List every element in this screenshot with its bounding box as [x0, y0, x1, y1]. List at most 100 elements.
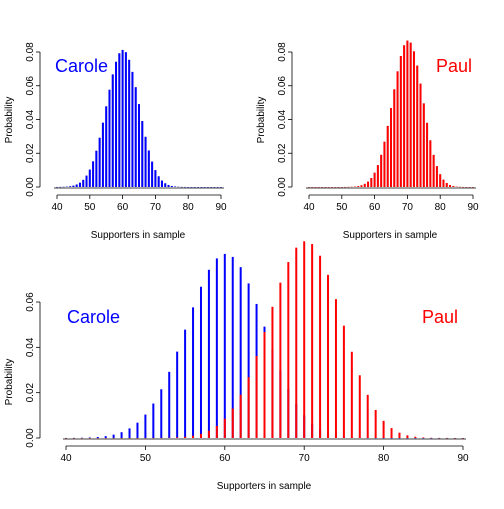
probability-bar — [176, 352, 178, 438]
probability-bar — [442, 180, 444, 187]
probability-bar — [224, 419, 226, 438]
probability-bar — [118, 53, 120, 187]
combined-bars — [65, 241, 464, 438]
probability-bar — [452, 186, 454, 187]
probability-bar — [240, 395, 242, 438]
probability-bar — [105, 436, 107, 438]
probability-bar — [160, 389, 162, 438]
x-tick-label: 60 — [117, 202, 129, 213]
probability-bar — [144, 415, 146, 438]
probability-bar — [303, 241, 305, 438]
x-tick-label: 40 — [303, 202, 315, 213]
y-tick-label: 0.04 — [25, 109, 36, 129]
probability-bar — [387, 126, 389, 187]
probability-bar — [164, 183, 166, 187]
probability-bar — [154, 170, 156, 187]
probability-bar — [422, 437, 424, 438]
probability-bar — [436, 166, 438, 187]
probability-bar — [224, 254, 226, 438]
probability-bar — [108, 90, 110, 187]
x-tick-label: 70 — [402, 202, 414, 213]
probability-bar — [122, 50, 124, 187]
x-tick-label: 40 — [60, 453, 72, 464]
combined-label-carole: Carole — [67, 307, 120, 327]
probability-bar — [184, 330, 186, 438]
probability-bar — [97, 437, 99, 438]
probability-bar — [89, 170, 91, 187]
probability-bar — [256, 356, 258, 438]
probability-bar — [335, 299, 337, 438]
probability-bar — [69, 186, 71, 187]
probability-bar — [439, 174, 441, 187]
probability-bar — [216, 426, 218, 438]
probability-bar — [208, 270, 210, 438]
probability-bar — [375, 410, 377, 438]
probability-bar — [174, 186, 176, 187]
probability-bar — [343, 326, 345, 438]
probability-bar — [406, 435, 408, 438]
probability-bar — [413, 51, 415, 187]
probability-bar — [383, 421, 385, 438]
y-tick-label: 0.00 — [25, 428, 36, 448]
x-tick-label: 80 — [378, 453, 390, 464]
y-tick-label: 0.02 — [25, 143, 36, 163]
probability-bar — [158, 176, 160, 187]
probability-bar — [151, 162, 153, 187]
y-tick-label: 0.02 — [277, 143, 288, 163]
probability-bar — [129, 428, 131, 438]
y-tick-label: 0.06 — [277, 76, 288, 96]
probability-bar — [192, 307, 194, 438]
probability-bar — [319, 256, 321, 438]
probability-bar — [416, 66, 418, 187]
probability-bar — [420, 84, 422, 187]
x-tick-label: 50 — [140, 453, 152, 464]
probability-bar — [168, 185, 170, 187]
probability-bar — [176, 437, 178, 438]
x-tick-label: 50 — [84, 202, 96, 213]
probability-bar — [398, 433, 400, 438]
x-tick-label: 60 — [369, 202, 381, 213]
y-tick-label: 0.04 — [277, 109, 288, 129]
probability-bar — [148, 150, 150, 187]
probability-bar — [400, 56, 402, 187]
probability-bar — [131, 72, 133, 187]
probability-bar — [410, 43, 412, 187]
probability-bar — [136, 423, 138, 438]
probability-bar — [168, 372, 170, 438]
probability-bar — [171, 186, 173, 187]
x-tick-label: 90 — [457, 453, 469, 464]
probability-bar — [113, 435, 115, 438]
paul-xlabel: Supporters in sample — [343, 230, 438, 241]
probability-bar — [192, 436, 194, 438]
probability-bar — [287, 262, 289, 438]
probability-bar — [414, 437, 416, 438]
x-tick-label: 50 — [336, 202, 348, 213]
probability-bar — [311, 244, 313, 438]
probability-bar — [99, 138, 101, 187]
probability-bar — [271, 307, 273, 438]
carole-panel-label: Carole — [55, 56, 108, 76]
combined-xlabel: Supporters in sample — [217, 481, 312, 492]
probability-bar — [433, 155, 435, 187]
probability-bar — [426, 123, 428, 187]
paul-ylabel: Probability — [256, 97, 267, 144]
probability-bar — [370, 178, 372, 187]
x-tick-label: 40 — [51, 202, 63, 213]
combined-label-paul: Paul — [422, 307, 458, 327]
probability-bar — [161, 181, 163, 187]
probability-bar — [390, 108, 392, 187]
probability-bar — [248, 377, 250, 438]
probability-bar — [423, 103, 425, 187]
x-tick-label: 80 — [183, 202, 195, 213]
probability-bar — [92, 161, 94, 187]
y-tick-label: 0.06 — [25, 76, 36, 96]
probability-bar — [397, 71, 399, 187]
probability-bar — [208, 431, 210, 438]
probability-bar — [138, 104, 140, 187]
probability-bar — [184, 437, 186, 438]
probability-bar — [86, 176, 88, 187]
y-tick-label: 0.00 — [277, 177, 288, 197]
